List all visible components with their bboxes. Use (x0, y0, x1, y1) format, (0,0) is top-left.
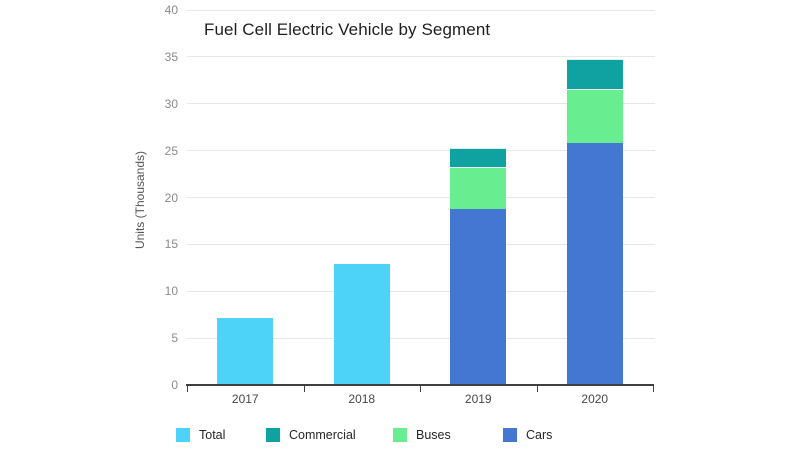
legend-swatch-buses (393, 428, 407, 442)
gridline-35 (187, 56, 655, 58)
x-tick-3 (536, 386, 538, 392)
bar-2020-cars (566, 143, 623, 385)
legend-swatch-commercial (266, 428, 280, 442)
legend-swatch-cars (503, 428, 517, 442)
legend-label: Buses (416, 428, 451, 442)
legend-item-buses: Buses (393, 427, 451, 443)
gridline-20 (187, 197, 655, 198)
x-tick-1 (303, 386, 305, 392)
bar-2019-cars (450, 208, 507, 385)
gridline-40 (187, 9, 655, 11)
legend-swatch-total (176, 428, 190, 442)
y-tick-label-20: 20 (164, 190, 178, 205)
x-tick-label-2020: 2020 (581, 392, 609, 406)
legend-item-commercial: Commercial (266, 427, 356, 443)
x-tick-label-2018: 2018 (348, 392, 376, 406)
x-tick-label-2017: 2017 (231, 392, 259, 406)
gridline-5 (187, 337, 655, 339)
bar-2019-buses (450, 166, 507, 209)
legend-label: Total (199, 428, 226, 442)
x-axis-line (186, 384, 654, 386)
x-tick-label-2019: 2019 (464, 392, 492, 406)
y-tick-label-10: 10 (164, 284, 178, 299)
y-tick-label-35: 35 (164, 49, 178, 64)
gridline-15 (187, 243, 655, 245)
y-tick-label-30: 30 (164, 96, 178, 111)
bar-2020-buses (566, 88, 623, 144)
x-tick-0 (187, 386, 188, 392)
legend-item-total: Total (176, 427, 225, 443)
chart-title: Fuel Cell Electric Vehicle by Segment (204, 20, 491, 39)
gridline-25 (187, 150, 655, 152)
legend-item-cars: Cars (503, 427, 552, 443)
y-tick-label-40: 40 (164, 3, 178, 17)
x-tick-4 (653, 386, 654, 392)
legend-label: Cars (526, 428, 553, 442)
bar-2019-commercial (450, 147, 507, 167)
bar-2018-total (333, 264, 390, 385)
gridline-30 (187, 103, 655, 105)
x-tick-2 (420, 386, 421, 392)
y-tick-label-5: 5 (171, 331, 178, 346)
y-tick-label-0: 0 (171, 378, 178, 392)
bar-2020-commercial (566, 58, 623, 89)
bar-2017-total (217, 318, 274, 385)
y-tick-label-25: 25 (164, 143, 178, 158)
y-tick-label-15: 15 (164, 237, 178, 252)
gridline-10 (187, 290, 655, 292)
legend-label: Commercial (289, 428, 356, 442)
